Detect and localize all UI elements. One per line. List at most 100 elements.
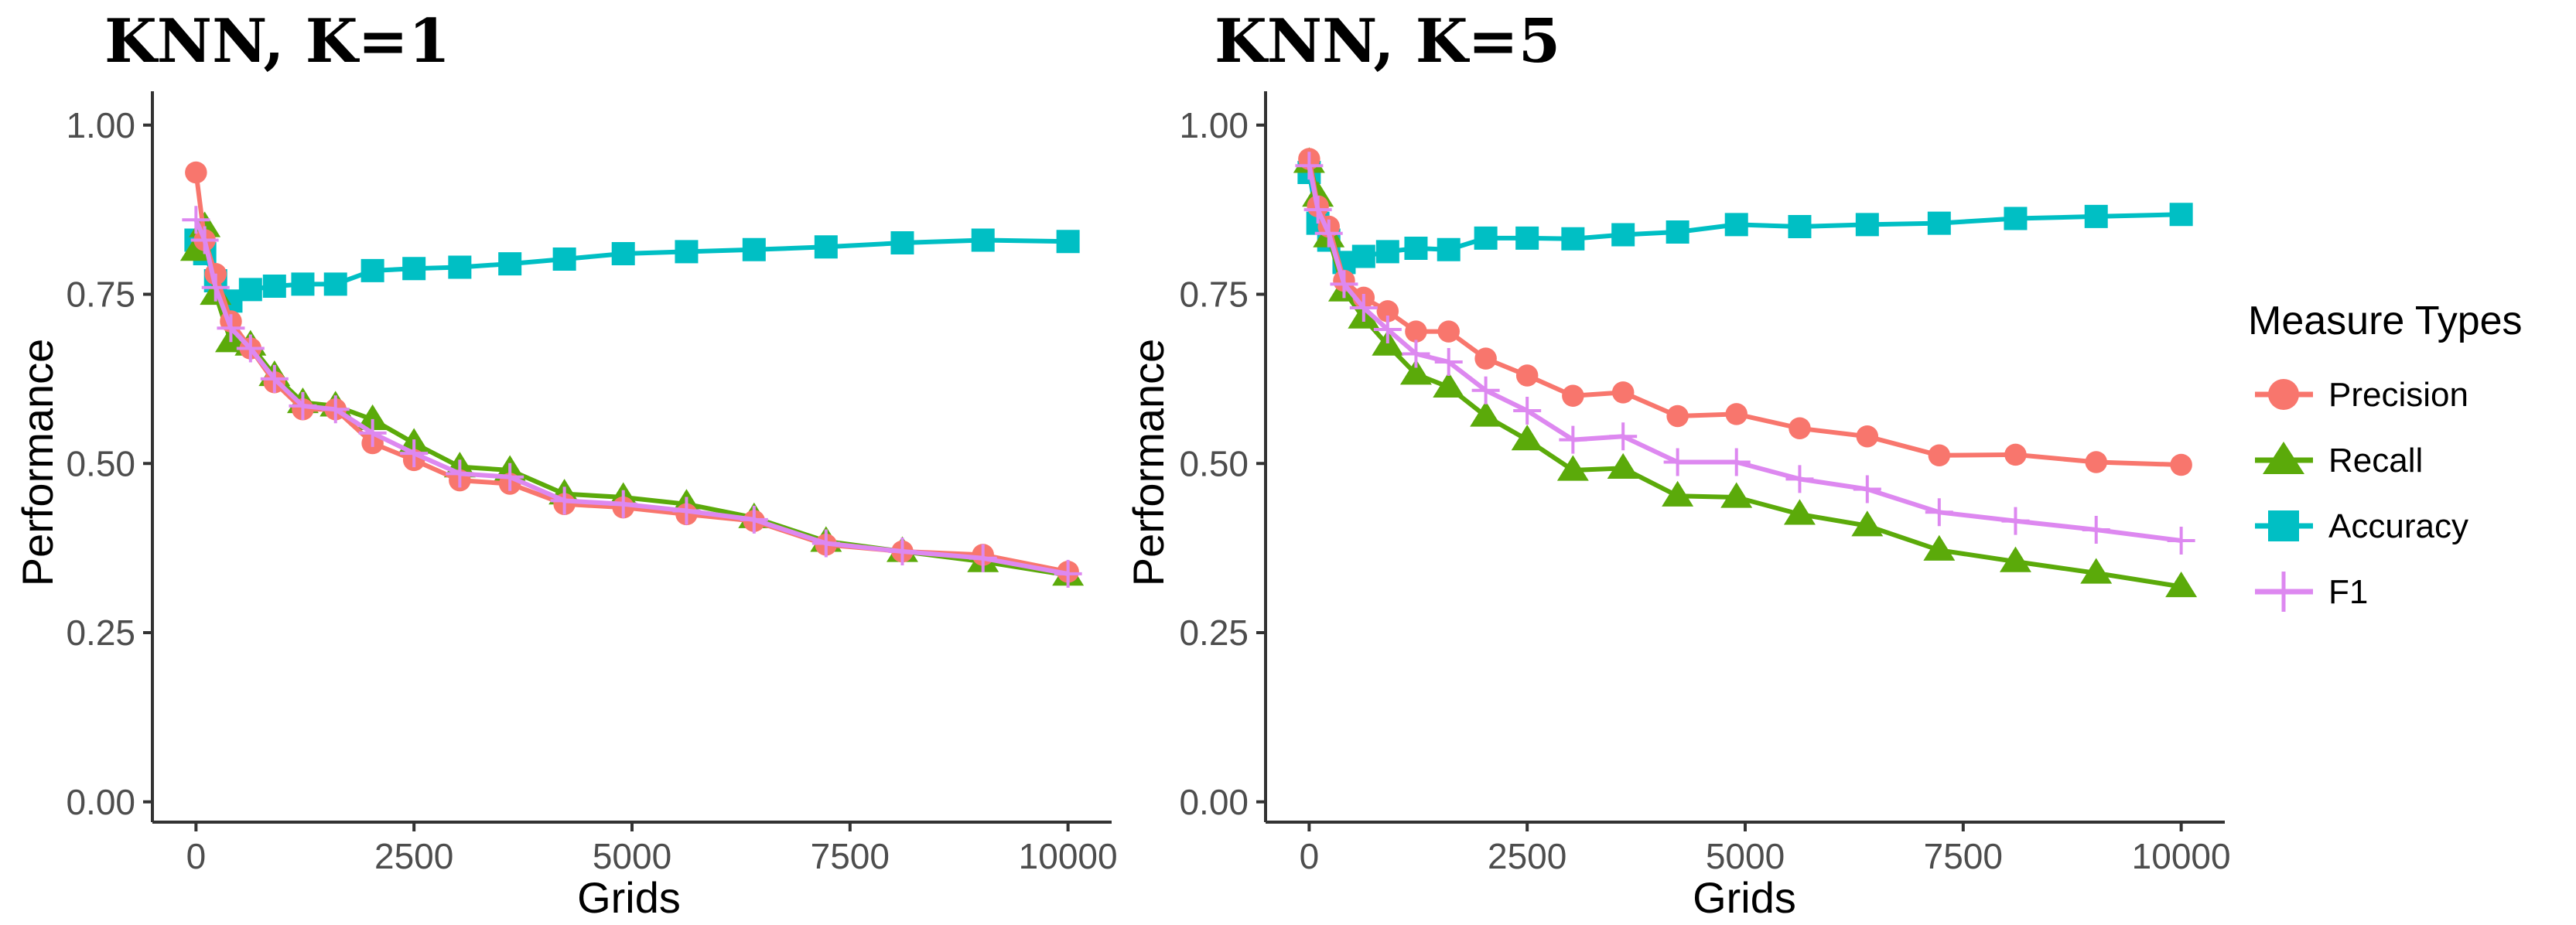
accuracy-marker xyxy=(2004,207,2028,230)
accuracy-marker xyxy=(360,258,384,282)
f1-marker xyxy=(1434,348,1463,376)
x-axis-title: Grids xyxy=(577,873,681,922)
accuracy-marker xyxy=(1351,244,1375,268)
series-precision xyxy=(185,161,1079,583)
accuracy-marker xyxy=(291,272,315,296)
legend-label: Precision xyxy=(2328,376,2468,414)
tick-labels: 0.00 0.25 0.50 0.75 1.00 0 2500 5000 7500 10000 xyxy=(66,105,1117,876)
accuracy-marker xyxy=(1611,223,1635,247)
f1-marker xyxy=(1513,397,1542,425)
x-tick-label: 0 xyxy=(186,836,207,876)
f1-marker xyxy=(1471,376,1500,404)
recall-marker xyxy=(1662,480,1694,507)
accuracy-marker xyxy=(1375,240,1399,264)
f1-marker xyxy=(1054,559,1082,588)
legend-item-f1: F1 xyxy=(2255,572,2368,612)
chart-title: KNN, K=5 xyxy=(1215,6,1560,77)
f1-marker xyxy=(1314,219,1343,247)
precision-marker xyxy=(2004,443,2027,466)
legend-key-marker xyxy=(2263,572,2304,612)
series-precision xyxy=(1298,148,2192,476)
f1-marker xyxy=(2001,507,2030,535)
accuracy-marker xyxy=(814,235,838,259)
accuracy-marker xyxy=(323,272,347,296)
y-tick-label: 0.00 xyxy=(66,782,135,822)
x-axis-title: Grids xyxy=(1693,873,1796,922)
f1-marker xyxy=(1722,448,1751,476)
f1-marker xyxy=(496,462,524,491)
y-axis-title: Performance xyxy=(13,339,62,587)
x-tick-label: 10000 xyxy=(2132,836,2231,876)
f1-marker xyxy=(236,334,265,363)
legend-label: Recall xyxy=(2328,442,2423,480)
f1-marker xyxy=(1925,498,1953,527)
precision-marker xyxy=(1611,381,1635,404)
x-tick-label: 2500 xyxy=(374,836,453,876)
accuracy-marker xyxy=(742,237,766,261)
f1-marker xyxy=(2082,516,2110,544)
y-tick-label: 0.50 xyxy=(66,443,135,483)
precision-marker xyxy=(1666,404,1689,428)
accuracy-marker xyxy=(1927,211,1951,235)
accuracy-marker xyxy=(262,275,286,298)
recall-marker xyxy=(179,235,212,261)
f1-marker xyxy=(1559,425,1587,454)
axes xyxy=(1256,91,2225,831)
precision-marker xyxy=(1928,444,1951,466)
series-recall xyxy=(179,211,1085,586)
f1-marker xyxy=(811,529,840,558)
series-accuracy xyxy=(184,228,1080,313)
f1-marker xyxy=(1349,294,1378,322)
f1-marker xyxy=(321,395,350,424)
accuracy-marker xyxy=(1056,230,1080,254)
axes xyxy=(143,91,1112,831)
accuracy-marker xyxy=(1474,226,1498,250)
series-f1 xyxy=(1295,152,2195,555)
accuracy-marker xyxy=(402,257,426,281)
x-tick-label: 7500 xyxy=(1924,836,2003,876)
f1-marker xyxy=(201,273,230,302)
accuracy-marker xyxy=(1561,227,1585,251)
f1-marker xyxy=(888,538,917,565)
f1-marker xyxy=(1295,152,1324,180)
recall-marker xyxy=(357,404,389,431)
f1-marker xyxy=(182,206,210,234)
f1-marker xyxy=(1663,448,1692,476)
series-layer xyxy=(1293,147,2198,598)
legend-label: Accuracy xyxy=(2328,507,2468,545)
precision-marker xyxy=(1515,364,1539,387)
f1-marker xyxy=(1402,340,1430,368)
f1-marker xyxy=(400,439,429,468)
recall-marker xyxy=(2165,572,2198,598)
accuracy-marker xyxy=(1724,213,1748,237)
accuracy-marker xyxy=(1437,237,1461,261)
y-axis-title: Performance xyxy=(1124,339,1173,587)
f1-marker xyxy=(289,391,317,420)
recall-marker xyxy=(1851,510,1884,537)
chart-title: KNN, K=1 xyxy=(104,6,450,77)
f1-marker xyxy=(550,486,579,515)
chart-panel-k1: KNN, K=1 Performance Grids 0.000.250.500… xyxy=(13,6,1118,922)
x-tick-label: 5000 xyxy=(1706,836,1785,876)
accuracy-marker xyxy=(1404,237,1428,260)
f1-marker xyxy=(969,544,997,572)
legend-item-accuracy: Accuracy xyxy=(2255,507,2468,545)
f1-marker xyxy=(1373,316,1402,343)
f1-line xyxy=(1307,165,2181,543)
recall-marker xyxy=(1783,499,1816,525)
y-tick-label: 0.75 xyxy=(1179,275,1249,315)
recall-marker xyxy=(1556,455,1589,481)
x-tick-label: 7500 xyxy=(811,836,890,876)
accuracy-marker xyxy=(238,278,262,302)
recall-marker xyxy=(1999,546,2031,572)
y-tick-label: 1.00 xyxy=(66,105,135,145)
precision-marker xyxy=(2085,451,2107,473)
accuracy-marker xyxy=(1666,220,1689,244)
x-tick-label: 5000 xyxy=(593,836,671,876)
y-tick-label: 1.00 xyxy=(1179,105,1249,145)
f1-marker xyxy=(1330,270,1358,299)
legend-title: Measure Types xyxy=(2248,299,2523,343)
accuracy-marker xyxy=(2084,204,2108,228)
series-f1 xyxy=(182,206,1082,588)
precision-marker xyxy=(1474,347,1497,370)
